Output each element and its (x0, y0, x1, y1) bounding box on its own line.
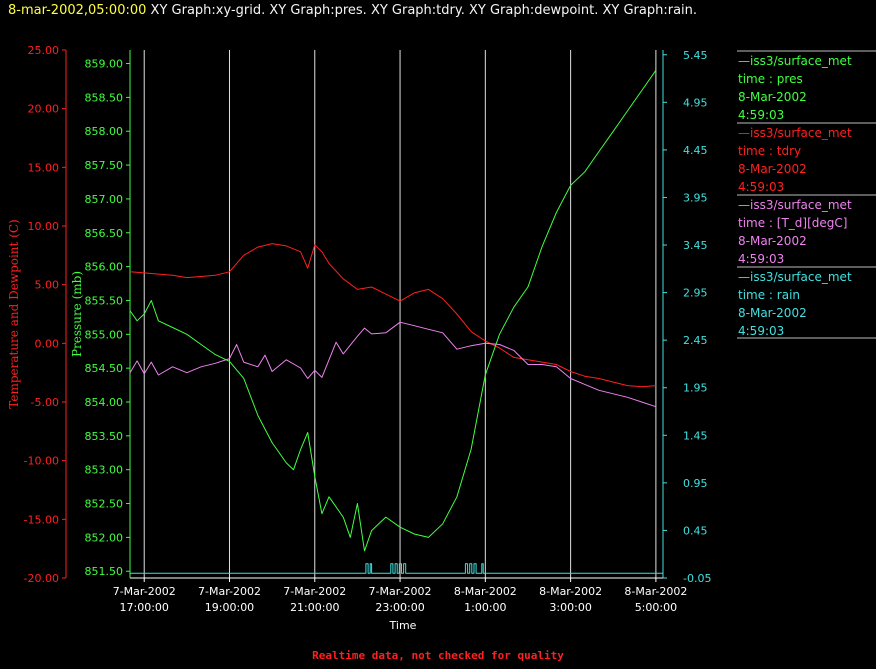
x-tick-label: 8-Mar-2002 (624, 585, 687, 598)
legend-entry-text: 4:59:03 (738, 324, 784, 338)
pres-series-line (129, 70, 657, 552)
temp-tick-label: -5.00 (31, 396, 59, 409)
x-tick-label: 19:00:00 (205, 601, 254, 614)
legend-entry-text: —iss3/surface_met (738, 54, 852, 68)
pres-tick-label: 852.50 (85, 498, 124, 511)
x-axis-title: Time (389, 619, 417, 632)
title-graph-list: XY Graph:xy-grid. XY Graph:pres. XY Grap… (150, 3, 698, 18)
pres-tick-label: 859.00 (85, 58, 124, 71)
temp-tick-label: 0.00 (35, 337, 60, 350)
pres-tick-label: 855.00 (85, 328, 124, 341)
x-tick-label: 7-Mar-2002 (283, 585, 346, 598)
dewpoint-series-line (129, 321, 657, 408)
x-tick-label: 17:00:00 (120, 601, 169, 614)
pres-tick-label: 853.50 (85, 430, 124, 443)
pres-tick-label: 858.00 (85, 125, 124, 138)
pres-tick-label: 853.00 (85, 464, 124, 477)
rain-tick-label: 0.45 (683, 524, 708, 537)
legend-entry-text: 8-Mar-2002 (738, 306, 807, 320)
temp-tick-label: 5.00 (35, 279, 60, 292)
pres-tick-label: 852.00 (85, 531, 124, 544)
legend-entry-text: —iss3/surface_met (738, 270, 852, 284)
x-tick-label: 8-Mar-2002 (539, 585, 602, 598)
x-tick-label: 1:00:00 (464, 601, 506, 614)
pres-tick-label: 854.50 (85, 362, 124, 375)
legend-entry-text: 8-Mar-2002 (738, 90, 807, 104)
pres-axis-title: Pressure (mb) (70, 271, 84, 357)
temp-tick-label: 25.00 (28, 44, 60, 57)
pres-tick-label: 851.50 (85, 565, 124, 578)
pres-tick-label: 855.50 (85, 294, 124, 307)
rain-series-line (130, 563, 663, 574)
rain-tick-label: 2.95 (683, 287, 708, 300)
temp-tick-label: 10.00 (28, 220, 60, 233)
x-tick-label: 23:00:00 (375, 601, 424, 614)
x-tick-label: 8-Mar-2002 (454, 585, 517, 598)
x-tick-label: 7-Mar-2002 (113, 585, 176, 598)
legend-entry-text: —iss3/surface_met (738, 126, 852, 140)
rain-tick-label: 4.45 (683, 144, 708, 157)
rain-tick-label: 5.45 (683, 49, 708, 62)
rain-tick-label: 3.45 (683, 239, 708, 252)
rain-tick-label: 1.45 (683, 429, 708, 442)
legend-entry-text: time : tdry (738, 144, 801, 158)
pres-tick-label: 857.50 (85, 159, 124, 172)
rain-tick-label: 0.95 (683, 477, 708, 490)
legend-entry-text: 8-Mar-2002 (738, 234, 807, 248)
tdry-series-line (129, 243, 656, 388)
legend-entry-text: 4:59:03 (738, 180, 784, 194)
pres-tick-label: 857.00 (85, 193, 124, 206)
plot-area (129, 70, 663, 574)
x-tick-label: 7-Mar-2002 (369, 585, 432, 598)
temp-axis-title: Temperature and Dewpoint (C) (7, 219, 21, 408)
legend-entry-text: 8-Mar-2002 (738, 162, 807, 176)
rain-tick-label: 3.95 (683, 191, 708, 204)
graph-title: 8-mar-2002,05:00:00 XY Graph:xy-grid. XY… (8, 3, 697, 18)
x-tick-label: 21:00:00 (290, 601, 339, 614)
temp-tick-label: 20.00 (28, 103, 60, 116)
legend-entry-text: 4:59:03 (738, 108, 784, 122)
x-tick-label: 5:00:00 (635, 601, 677, 614)
pres-tick-label: 858.50 (85, 91, 124, 104)
pres-tick-label: 854.00 (85, 396, 124, 409)
legend-entry-text: time : pres (738, 72, 803, 86)
temp-tick-label: -10.00 (24, 455, 59, 468)
legend-entry-text: 4:59:03 (738, 252, 784, 266)
pres-tick-label: 856.00 (85, 261, 124, 274)
rain-tick-label: 4.95 (683, 96, 708, 109)
temp-tick-label: -20.00 (24, 572, 59, 585)
x-tick-label: 7-Mar-2002 (198, 585, 261, 598)
legend-entry-text: time : [T_d][degC] (738, 216, 847, 230)
temp-tick-label: -15.00 (24, 513, 59, 526)
rain-tick-label: 2.45 (683, 334, 708, 347)
quality-notice: Realtime data, not checked for quality (312, 649, 564, 662)
legend-entry-text: —iss3/surface_met (738, 198, 852, 212)
title-timestamp: 8-mar-2002,05:00:00 (8, 3, 147, 18)
rain-tick-label: -0.05 (683, 572, 711, 585)
temp-tick-label: 15.00 (28, 161, 60, 174)
legend-entry-text: time : rain (738, 288, 800, 302)
x-tick-label: 3:00:00 (549, 601, 591, 614)
pres-tick-label: 856.50 (85, 227, 124, 240)
rain-tick-label: 1.95 (683, 382, 708, 395)
